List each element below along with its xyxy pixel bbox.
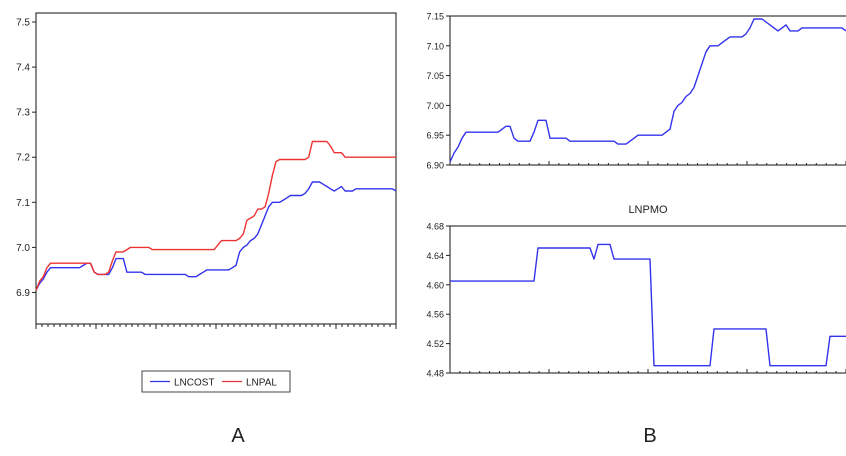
panel-b-bottom-y-tick-label: 4.48 [426,369,444,379]
panel-a-y-tick-label: 7.1 [16,198,30,209]
panel-b-bottom-series [450,243,846,367]
panel-b-bottom-y-tick-label: 4.56 [426,310,444,320]
panel-a-series-line-lncost [35,181,397,291]
panel-b-bottom-chart: LNPMO 4.48 4.52 4.56 4.60 4.64 4.68 [426,204,846,379]
panel-a-y-tick-label: 7.3 [16,108,30,119]
panel-a-plot-frame [35,12,397,325]
panel-b-bottom-y-tick-label: 4.64 [426,251,444,261]
panel-b-top-y-tick-label: 7.00 [426,101,444,111]
panel-b-top-y-axis: 6.90 6.95 7.00 7.05 7.10 7.15 [426,12,450,171]
panel-b-letter: B [643,425,656,447]
legend-label-lncost: LNCOST [174,378,215,389]
panel-a-y-axis: 6.9 7.0 7.1 7.2 7.3 7.4 7.5 [16,18,36,299]
panel-a-y-tick-label: 7.4 [16,63,30,74]
panel-b-top-chart: 6.90 6.95 7.00 7.05 7.10 7.15 [426,12,846,171]
panel-b-top-series-line-0 [449,18,846,163]
panel-a-letter: A [231,425,245,447]
panel-b-bottom-series-line-0 [450,243,846,367]
panel-b-bottom-y-tick-label: 4.60 [426,280,444,290]
panel-a-chart: 6.9 7.0 7.1 7.2 7.3 7.4 7.5 LNCOST LNPAL [16,12,397,393]
panel-a-y-tick-label: 7.0 [16,243,30,254]
panel-a-series-line-lnpal [35,140,396,291]
panel-b-bottom-y-tick-label: 4.68 [426,222,444,232]
panel-b-bottom-title: LNPMO [628,204,668,216]
panel-b-top-x-axis [449,161,846,165]
panel-b-top-y-tick-label: 6.95 [426,131,444,141]
panel-b-top-y-tick-label: 7.10 [426,41,444,51]
panel-a-y-tick-label: 7.5 [16,18,30,29]
panel-b-top-y-tick-label: 7.05 [426,71,444,81]
panel-a-legend: LNCOST LNPAL [141,370,291,393]
panel-a-y-tick-label: 7.2 [16,153,30,164]
panel-b-top-series [449,18,846,163]
panel-a-series [35,140,397,291]
panel-a-x-axis [35,324,397,329]
panel-b-bottom-y-tick-label: 4.52 [426,339,444,349]
legend-box [141,370,291,393]
panel-a-y-tick-label: 6.9 [16,288,30,299]
panel-b-top-y-tick-label: 7.15 [426,12,444,22]
legend-label-lnpal: LNPAL [246,378,277,389]
panel-b-top-y-tick-label: 6.90 [426,161,444,171]
panel-b-bottom-x-axis [449,369,846,373]
panel-b-bottom-y-axis: 4.48 4.52 4.56 4.60 4.64 4.68 [426,222,450,379]
